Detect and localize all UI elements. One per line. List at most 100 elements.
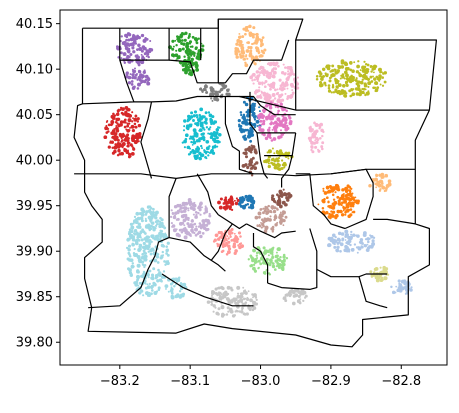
data-point [103,135,108,140]
data-point [246,110,250,114]
data-point [216,287,219,290]
boundary-line-14 [281,155,293,188]
data-point [187,197,192,202]
data-point [253,268,256,272]
data-point [270,121,273,124]
data-point [197,211,200,215]
data-point [137,284,140,287]
data-point [140,255,145,260]
data-point [160,275,165,279]
data-point [269,116,273,121]
data-point [133,122,137,126]
data-point [266,151,269,154]
data-point [154,235,157,238]
data-point [384,187,388,190]
data-point [181,47,185,51]
data-point [243,152,247,156]
data-point [249,49,253,53]
data-point [213,120,216,123]
data-point [206,300,211,304]
data-point [217,307,221,311]
data-point [198,137,202,141]
data-point [115,144,119,148]
data-point [125,72,129,76]
data-point [119,106,123,110]
data-point [266,134,270,138]
data-point [285,257,289,260]
data-point [249,46,253,50]
data-point [340,210,343,213]
data-point [245,120,248,123]
data-point [146,272,150,277]
data-point [351,69,355,73]
data-point [252,293,255,297]
data-point [141,228,144,232]
data-point [351,75,355,80]
data-point [135,280,139,283]
data-point [175,218,179,221]
data-point [188,64,191,67]
data-point [282,255,286,259]
data-point [229,195,233,199]
data-point [229,235,232,239]
data-point [350,230,353,234]
data-point [226,235,229,238]
data-point [137,123,142,128]
data-point [331,233,336,238]
data-point [197,118,200,122]
data-point [280,159,284,162]
series-16 [125,205,188,300]
data-point [237,295,241,299]
data-point [249,299,252,301]
data-point [369,64,373,68]
data-point [126,267,131,271]
data-point [313,121,316,125]
data-point [130,225,135,230]
data-point [281,267,285,272]
data-point [267,254,270,257]
data-point [197,206,200,210]
data-point [276,199,280,203]
data-point [273,71,276,74]
data-point [215,98,220,102]
data-point [332,203,336,207]
data-point [340,204,343,207]
data-point [238,32,241,35]
data-point [218,236,221,239]
data-point [224,208,227,211]
boundary-line-3 [169,39,290,84]
data-point [116,138,120,142]
data-point [233,299,237,303]
data-point [239,298,242,301]
data-point [239,244,243,249]
data-point [131,242,134,246]
data-point [272,62,277,67]
data-point [255,161,259,165]
data-point [242,100,246,104]
data-point [191,45,194,48]
boundary-line-7 [133,95,430,111]
data-point [349,80,353,84]
data-point [242,135,246,139]
data-point [140,219,144,223]
data-point [279,100,282,103]
data-point [265,70,269,74]
data-point [170,295,175,300]
data-point [249,126,254,131]
data-point [119,51,123,55]
data-point [259,40,263,44]
data-point [325,210,329,215]
data-point [143,237,147,241]
data-point [372,65,375,69]
data-point [284,72,287,75]
data-point [202,136,206,140]
data-point [134,220,139,225]
data-point [244,32,247,36]
series-10 [241,144,293,209]
data-point [184,133,189,138]
data-point [378,79,381,82]
y-tick-label: 39.80 [16,336,53,351]
data-point [137,248,142,252]
data-point [343,199,348,204]
data-point [255,33,259,37]
